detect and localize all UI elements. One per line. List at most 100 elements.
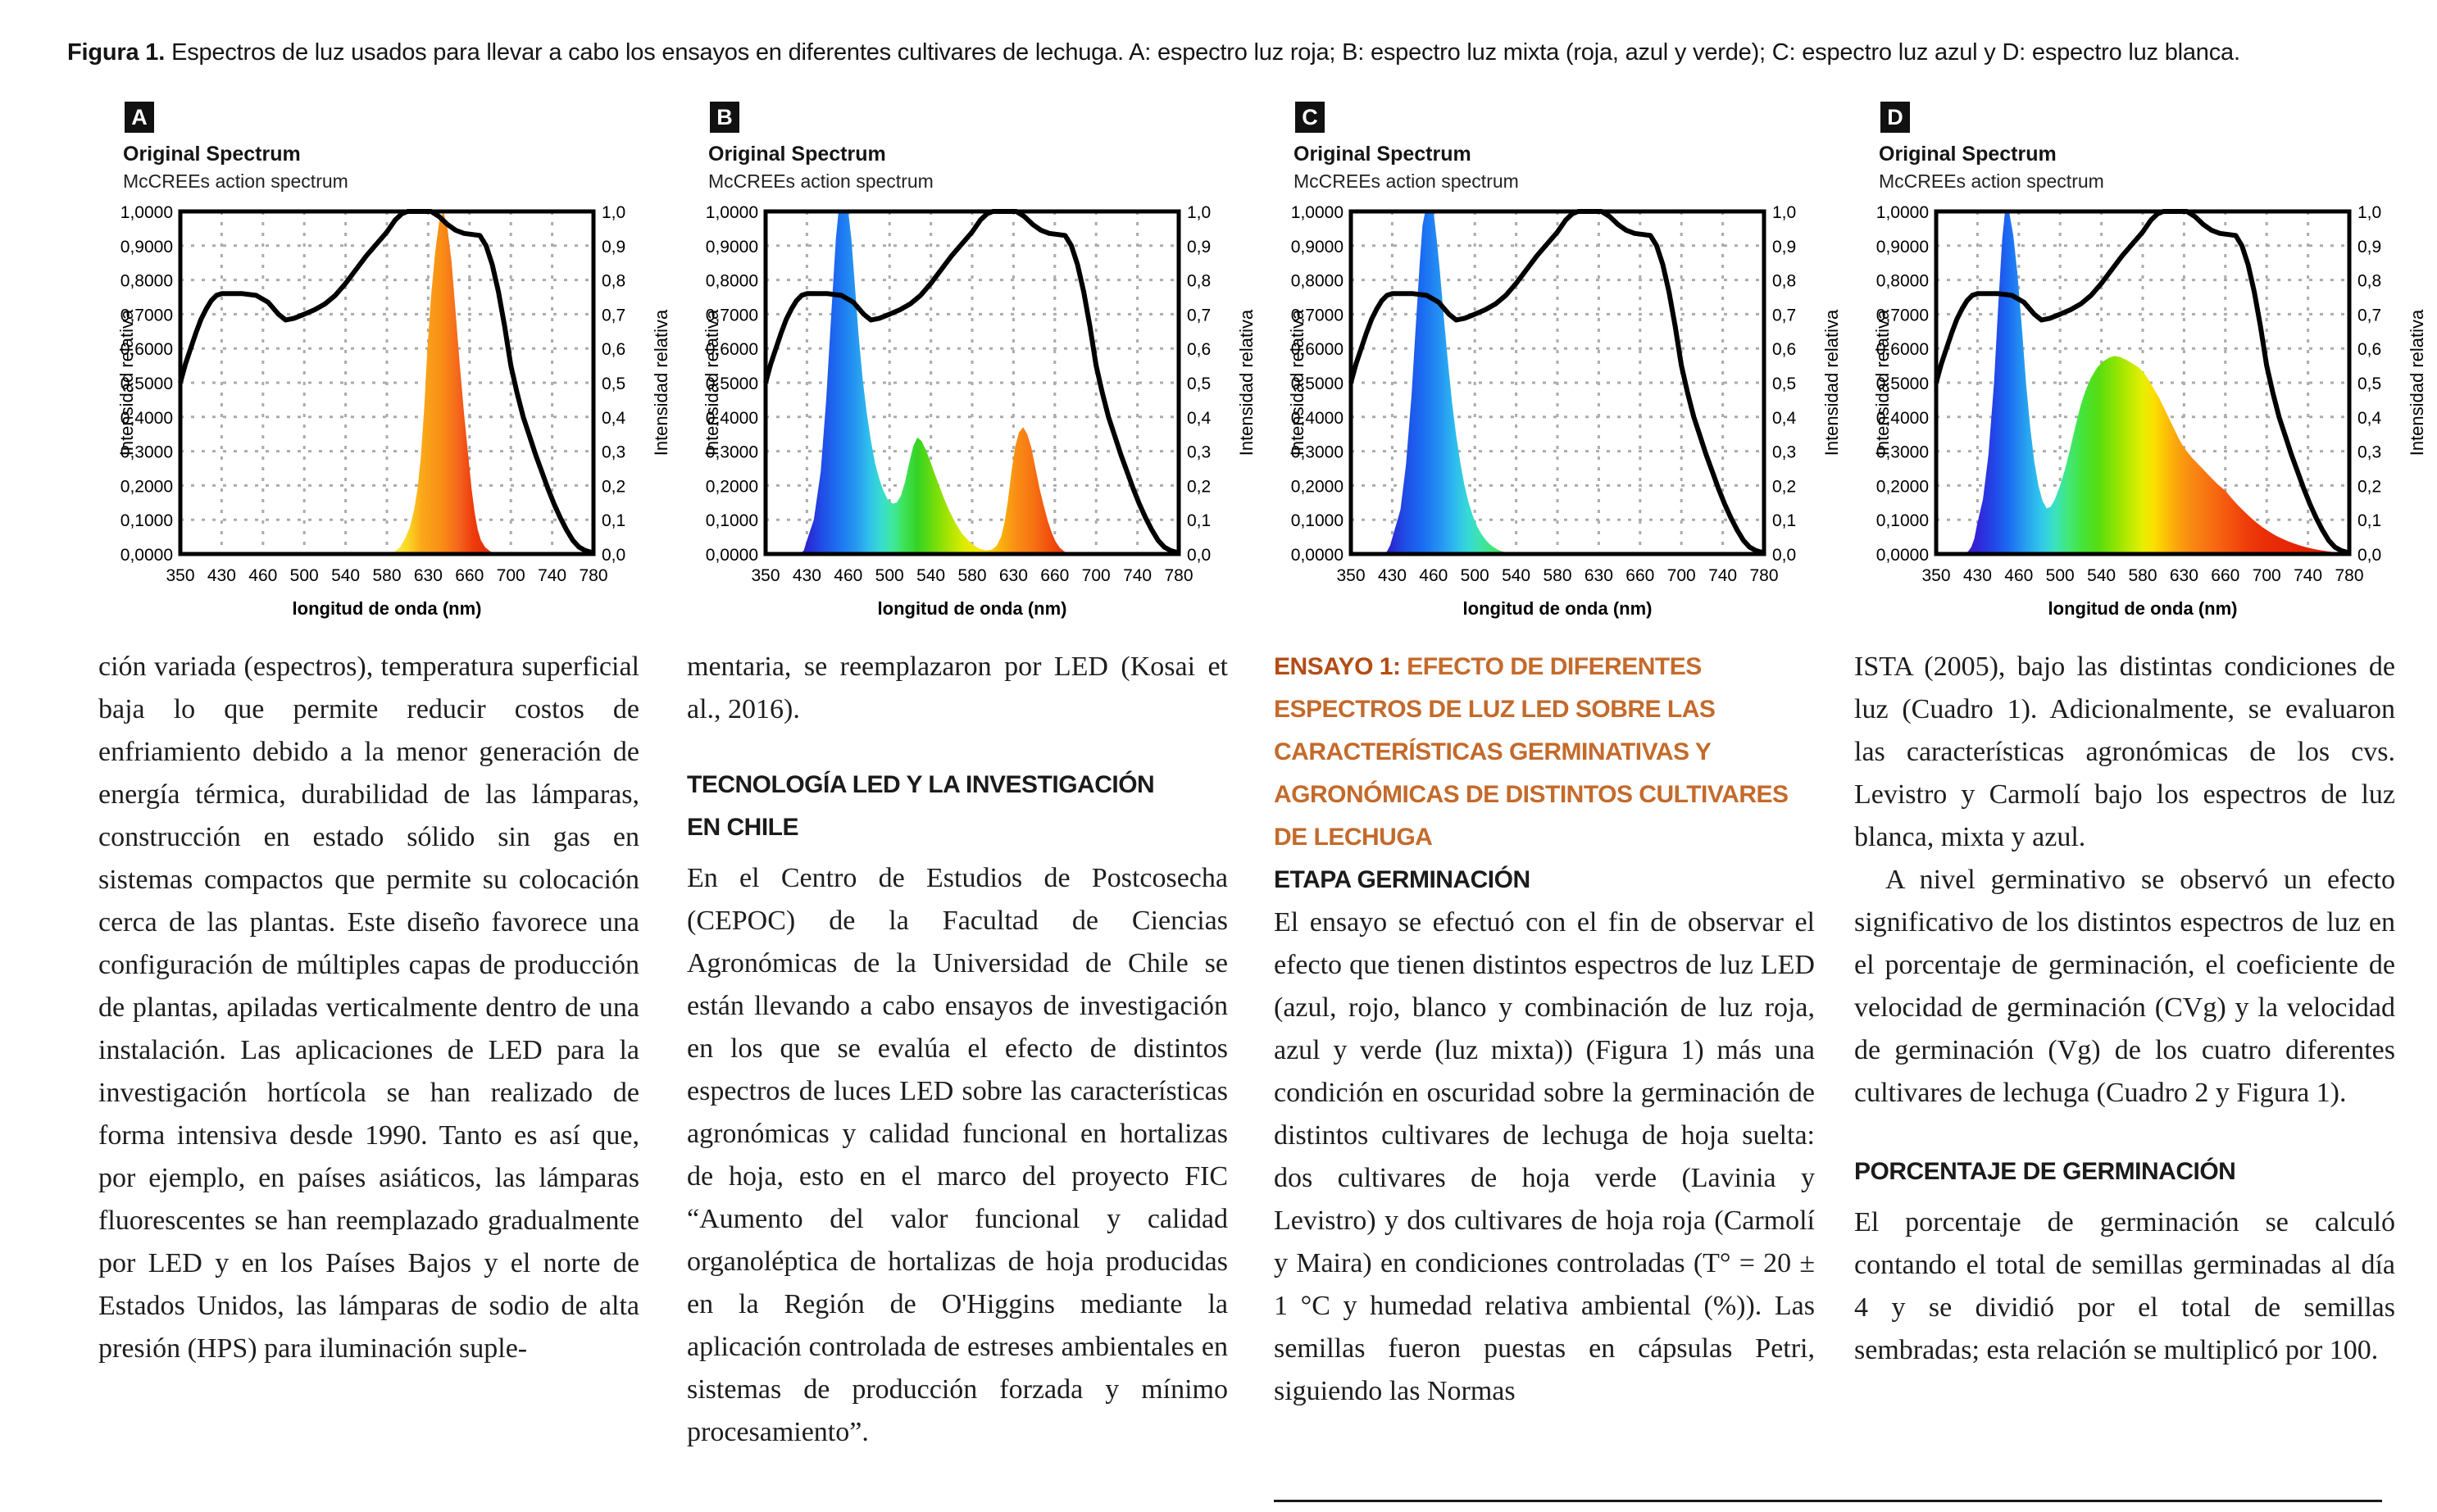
mccree-action-curve — [1348, 209, 1765, 556]
x-tick-label: 580 — [1543, 566, 1571, 585]
x-tick-label: 740 — [2294, 566, 2322, 585]
y-axis-title-right: Intensidad relativa — [2407, 309, 2427, 456]
x-tick-label: 580 — [2128, 566, 2157, 585]
y-tick-label-left: 1,0000 — [1291, 203, 1344, 222]
y-tick-label-right: 0,3 — [1187, 443, 1211, 462]
figure-caption: Figura 1. Espectros de luz usados para ll… — [67, 38, 2403, 67]
plot-frame — [1348, 209, 1766, 556]
y-tick-label-left: 0,6000 — [1876, 340, 1929, 359]
y-tick-label-right: 0,7 — [1187, 306, 1211, 325]
spectrum-plot-a: 350 430 460 500 540 580 630 660 700 740 780 1,0000 0… — [120, 203, 671, 619]
y-tick-label-right: 0,4 — [1187, 409, 1212, 428]
y-tick-label-right: 0,2 — [2357, 477, 2381, 496]
y-tick-label-left: 0,2000 — [120, 477, 173, 496]
y-tick-label-left: 0,5000 — [1876, 375, 1929, 393]
y-tick-label-right: 0,1 — [2357, 511, 2381, 530]
y-tick-label-left: 0,5000 — [120, 375, 173, 393]
figure-caption-label: Figura 1. — [67, 39, 166, 66]
y-tick-label-right: 0,5 — [602, 375, 625, 393]
y-tick-label-right: 0,0 — [1187, 546, 1211, 565]
x-tick-label: 780 — [1749, 566, 1778, 585]
x-tick-label: 660 — [2211, 566, 2239, 585]
x-axis-title: longitud de onda (nm) — [2048, 598, 2238, 619]
y-tick-label-right: 0,7 — [602, 306, 625, 325]
paragraph: mentaria, se reemplazaron por LED (Kosai… — [687, 652, 1228, 724]
plot-frame — [178, 209, 596, 556]
x-tick-label: 350 — [751, 566, 780, 585]
plot-frame — [1934, 209, 2352, 556]
y-tick-label-left: 1,0000 — [1876, 203, 1929, 222]
paragraph: En el Centro de Estudios de Postcosecha … — [687, 863, 1228, 1447]
chart-panel-c: C Original Spectrum McCREEs action spect… — [1290, 97, 1848, 638]
y-tick-label-right: 0,6 — [2357, 340, 2381, 359]
y-tick-label-left: 0,9000 — [1876, 238, 1929, 257]
x-tick-label: 740 — [1123, 566, 1152, 585]
y-tick-label-right: 0,1 — [1187, 511, 1211, 530]
y-tick-label-left: 0,4000 — [120, 409, 173, 428]
ensayo-lead: ENSAYO 1: — [1274, 653, 1401, 680]
figure-caption-text: Espectros de luz usados para llevar a ca… — [171, 39, 2240, 66]
text-column-3: ENSAYO 1: EFECTO DE DIFERENTES ESPECTROS… — [1274, 646, 1815, 1413]
y-tick-label-right: 0,1 — [1772, 511, 1796, 530]
x-tick-label: 580 — [372, 566, 401, 585]
y-tick-label-left: 0,4000 — [1291, 409, 1344, 428]
y-tick-label-right: 0,3 — [1772, 443, 1796, 462]
chart-title: Original Spectrum — [1879, 143, 2057, 166]
paragraph: El porcentaje de germinación se calculó … — [1854, 1207, 2395, 1365]
x-tick-label: 460 — [834, 566, 862, 585]
y-tick-label-left: 0,2000 — [706, 477, 758, 496]
footer-rule — [1274, 1500, 2382, 1502]
y-tick-label-left: 0,3000 — [706, 443, 758, 462]
y-tick-label-right: 0,8 — [602, 272, 625, 291]
chart-subtitle: McCREEs action spectrum — [123, 170, 348, 192]
chart-subtitle: McCREEs action spectrum — [708, 170, 934, 192]
axis-labels: 350 430 460 500 540 580 630 660 700 740 780 1,0000 0… — [1290, 203, 1842, 619]
y-tick-label-left: 0,5000 — [706, 375, 758, 393]
y-tick-label-left: 0,4000 — [706, 409, 758, 428]
y-tick-label-right: 0,9 — [1187, 238, 1211, 257]
x-tick-label: 700 — [2253, 566, 2281, 585]
y-axis-title-left: Intensidad relativa — [1875, 309, 1893, 456]
y-tick-label-right: 0,2 — [1187, 477, 1211, 496]
y-tick-label-left: 0,9000 — [1291, 238, 1344, 257]
x-tick-label: 630 — [2170, 566, 2198, 585]
y-tick-label-right: 0,1 — [602, 511, 625, 530]
y-tick-label-right: 0,8 — [1772, 272, 1796, 291]
paragraph: ISTA (2005), bajo las distintas condicio… — [1854, 652, 2395, 852]
y-tick-label-left: 0,1000 — [1291, 511, 1344, 530]
x-tick-label: 780 — [579, 566, 607, 585]
y-tick-label-left: 0,7000 — [706, 306, 758, 325]
y-tick-label-left: 0,8000 — [1876, 272, 1929, 291]
y-tick-label-left: 0,4000 — [1876, 409, 1929, 428]
y-axis-title-left: Intensidad relativa — [120, 309, 137, 456]
y-axis-title-left: Intensidad relativa — [1290, 309, 1307, 456]
text-column-1: ción variada (espectros), temperatura su… — [98, 646, 639, 1370]
y-tick-label-right: 0,8 — [1187, 272, 1211, 291]
text-column-2: mentaria, se reemplazaron por LED (Kosai… — [687, 646, 1228, 1454]
chart-panel-d: D Original Spectrum McCREEs action spect… — [1875, 97, 2433, 638]
chart-subtitle: McCREEs action spectrum — [1294, 170, 1519, 192]
y-axis-title-left: Intensidad relativa — [705, 309, 722, 456]
spectrum-plot-d: 350 430 460 500 540 580 630 660 700 740 780 1,0000 0… — [1290, 203, 1842, 619]
y-tick-label-right: 0,3 — [2357, 443, 2381, 462]
x-tick-label: 430 — [207, 566, 236, 585]
x-tick-label: 350 — [166, 566, 194, 585]
text-column-4: ISTA (2005), bajo las distintas condicio… — [1854, 646, 2395, 1372]
x-tick-label: 580 — [957, 566, 986, 585]
y-tick-label-left: 0,2000 — [1291, 477, 1344, 496]
y-tick-label-right: 0,8 — [2357, 272, 2381, 291]
panel-letter-c: C — [1295, 102, 1325, 133]
y-tick-label-right: 0,0 — [2357, 546, 2381, 565]
y-tick-label-right: 0,6 — [602, 340, 625, 359]
section-heading-etapa: ETAPA GERMINACIÓN — [1274, 866, 1530, 893]
y-tick-label-right: 1,0 — [1772, 203, 1796, 222]
y-tick-label-right: 0,6 — [1772, 340, 1796, 359]
x-tick-label: 540 — [2087, 566, 2116, 585]
section-heading-porcentaje: PORCENTAJE DE GERMINACIÓN — [1854, 1158, 2236, 1185]
y-tick-label-left: 1,0000 — [120, 203, 173, 222]
y-tick-label-left: 0,0000 — [120, 546, 173, 565]
y-tick-label-left: 0,1000 — [120, 511, 173, 530]
y-tick-label-right: 0,0 — [602, 546, 625, 565]
y-tick-label-right: 0,9 — [2357, 238, 2381, 257]
